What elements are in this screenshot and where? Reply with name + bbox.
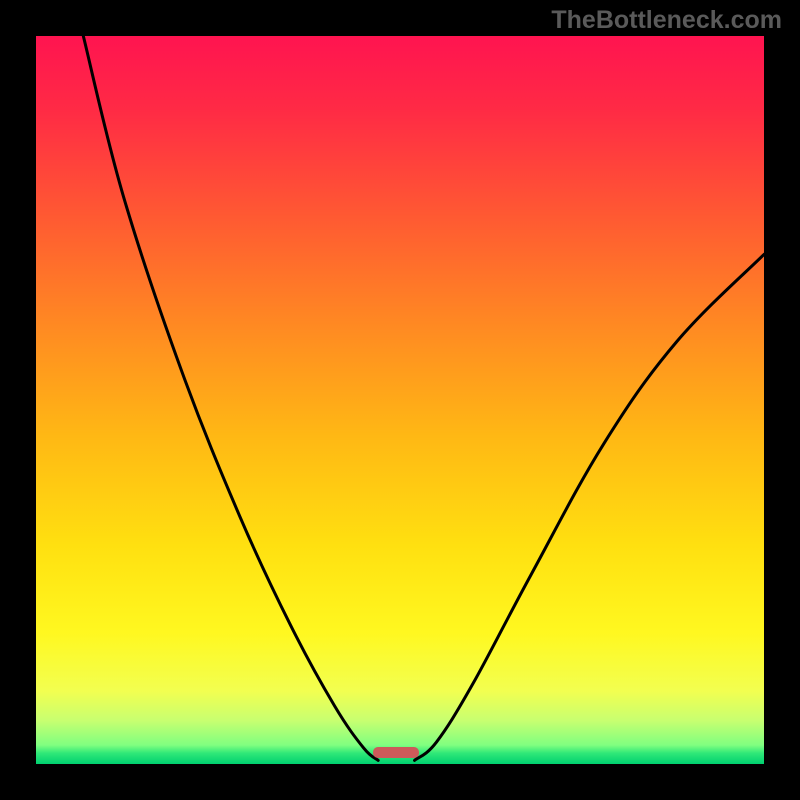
watermark-text: TheBottleneck.com: [551, 6, 782, 35]
figure-root: TheBottleneck.com: [0, 0, 800, 800]
bottleneck-curve: [36, 36, 764, 764]
optimal-marker: [373, 747, 419, 759]
plot-area: [36, 36, 764, 764]
